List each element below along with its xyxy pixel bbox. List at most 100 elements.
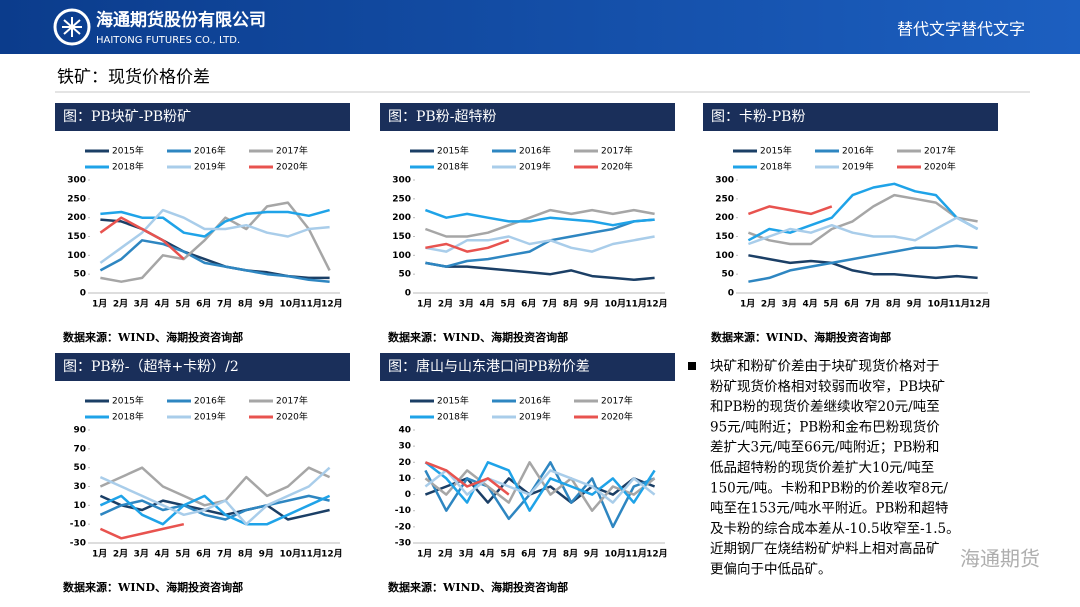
y-tick-label: -30 [70,539,86,549]
y-tick-label: 50 [721,270,734,280]
series-line [747,216,979,246]
y-tick-label: 150 [67,232,86,242]
x-tick-label: 9月 [584,549,599,560]
bullet-square [688,362,696,370]
y-tick-label: 100 [715,251,734,261]
x-tick-label: 8月 [563,299,578,310]
y-tick-label: 100 [67,251,86,261]
chart-source: 数据来源：WIND、海期投资咨询部 [63,580,243,594]
y-tick-label: 0 [405,490,411,500]
legend-label: 2018年 [112,411,144,423]
series-line [748,244,978,283]
x-tick-label: 4月 [480,299,495,310]
y-tick-label: 20 [398,458,411,468]
series-line [99,494,330,521]
legend-label: 2016年 [842,145,874,157]
chart-source: 数据来源：WIND、海期投资咨询部 [63,330,243,344]
legend-label: 2018年 [437,411,469,423]
y-tick-label: 0 [80,289,86,299]
x-tick-label: 6月 [844,299,859,310]
x-tick-label: 12月 [969,299,991,310]
x-tick-label: 5月 [175,549,190,560]
y-tick-label: 250 [392,194,411,204]
x-tick-label: 2月 [438,549,453,560]
x-tick-label: 9月 [584,299,599,310]
chart-title: 图：卡粉-PB粉 [711,109,805,125]
bullet-line: 近期钢厂在烧结粉矿炉料上相对高品矿 [710,540,940,557]
legend-label: 2019年 [519,411,551,423]
x-tick-label: 5月 [500,549,515,560]
company-name-en: HAITONG FUTURES CO., LTD. [96,35,240,46]
x-tick-label: 4月 [155,549,170,560]
x-tick-label: 7月 [217,549,232,560]
chart-source: 数据来源：WIND、海期投资咨询部 [711,330,891,344]
y-tick-label: 200 [392,213,411,223]
x-tick-label: 11月 [625,299,647,310]
x-tick-label: 12月 [321,549,343,560]
legend-label: 2017年 [601,145,633,157]
legend-label: 2018年 [437,161,469,173]
x-tick-label: 10月 [280,299,302,310]
bullet-line: 及卡粉的综合成本差从-10.5收窄至-1.5。 [710,520,960,537]
y-tick-label: 300 [67,176,86,186]
x-tick-label: 2月 [113,299,128,310]
y-tick-label: 250 [67,194,86,204]
x-tick-label: 12月 [646,549,668,560]
bullet-line: 和PB粉的现货价差继续收窄20元/吨至 [710,398,940,415]
x-tick-label: 3月 [134,549,149,560]
x-tick-label: 3月 [459,299,474,310]
series-line [747,182,979,242]
y-tick-label: 50 [398,270,411,280]
legend-label: 2019年 [519,161,551,173]
legend-label: 2016年 [519,395,551,407]
chart-title-bar [380,353,675,381]
legend-label: 2015年 [112,145,144,157]
x-tick-label: 12月 [646,299,668,310]
y-tick-label: 40 [398,426,411,436]
x-tick-label: 1月 [417,549,432,560]
series-line [424,477,656,504]
series-line [99,466,331,507]
x-tick-label: 5月 [823,299,838,310]
x-tick-label: 9月 [259,299,274,310]
x-tick-label: 8月 [886,299,901,310]
legend-label: 2016年 [194,145,226,157]
header-bar [0,0,1080,54]
chart-source: 数据来源：WIND、海期投资咨询部 [388,580,568,594]
x-tick-label: 7月 [542,299,557,310]
legend-label: 2020年 [601,411,633,423]
series-line [99,208,330,264]
legend-label: 2017年 [276,395,308,407]
y-tick-label: -10 [70,520,86,530]
logo-icon [53,8,91,46]
watermark: 海通期货 [960,547,1040,571]
x-tick-label: 11月 [300,299,322,310]
y-tick-label: 50 [73,463,86,473]
bullet-line: 块矿和粉矿价差由于块矿现货价格对于 [710,358,940,375]
x-tick-label: 5月 [175,299,190,310]
x-tick-label: 6月 [196,299,211,310]
bullet-line: 更偏向于中低品矿。 [710,562,832,578]
series-line [747,193,978,246]
legend-label: 2015年 [760,145,792,157]
bullet-line: 粉矿现货价格相对较弱而收窄，PB块矿 [710,378,945,395]
bullet-line: 95元/吨附近；PB粉和金布巴粉现货价 [710,418,940,435]
x-tick-label: 8月 [238,549,253,560]
series-line [425,239,510,253]
x-tick-label: 11月 [300,549,322,560]
x-tick-label: 3月 [782,299,797,310]
series-line [424,208,655,238]
series-line [424,469,656,504]
legend-label: 2019年 [194,411,226,423]
x-tick-label: 4月 [803,299,818,310]
series-line [424,461,656,512]
x-tick-label: 8月 [238,299,253,310]
legend-label: 2019年 [194,161,226,173]
x-tick-label: 3月 [134,299,149,310]
x-tick-label: 7月 [217,299,232,310]
x-tick-label: 10月 [280,549,302,560]
series-line [99,522,185,540]
x-tick-label: 4月 [480,549,495,560]
x-tick-label: 8月 [563,549,578,560]
